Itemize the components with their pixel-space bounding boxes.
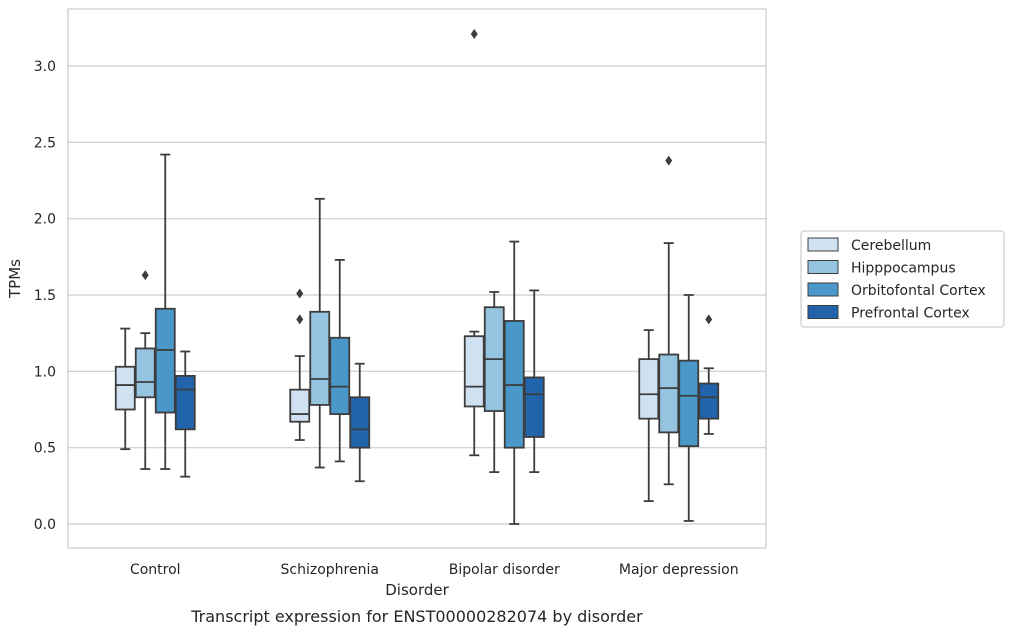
box	[678, 294, 700, 522]
box	[309, 197, 331, 469]
box-body	[658, 353, 680, 434]
box-body	[174, 375, 196, 431]
x-tick-label: Major depression	[619, 562, 739, 578]
box	[329, 258, 351, 463]
y-tick-label: 3.0	[34, 59, 56, 75]
box	[349, 362, 371, 483]
box	[289, 288, 311, 441]
grid-lines	[68, 65, 766, 525]
box	[154, 153, 176, 470]
y-axis: 0.0 0.5 1.0 1.5 2.0 2.5 3.0	[34, 59, 56, 533]
boxes	[114, 28, 720, 525]
y-tick-label: 1.0	[34, 364, 56, 380]
legend-label: Hipppocampus	[851, 261, 956, 277]
box	[638, 329, 660, 503]
box	[463, 28, 485, 457]
box	[523, 289, 545, 473]
box-body	[463, 335, 485, 408]
box-body	[698, 382, 720, 420]
x-tick-label: Bipolar disorder	[449, 562, 560, 578]
box-body	[289, 388, 311, 423]
box	[134, 270, 156, 470]
x-tick-label: Control	[130, 562, 181, 578]
box	[698, 314, 720, 435]
y-tick-label: 0.5	[34, 441, 56, 457]
outlier-point	[665, 155, 673, 166]
outlier-point	[296, 288, 304, 299]
box-body	[678, 359, 700, 448]
box	[114, 327, 136, 451]
box-body	[638, 358, 660, 420]
x-tick-label: Schizophrenia	[281, 562, 379, 578]
outlier-point	[141, 270, 149, 281]
box-body	[134, 347, 156, 399]
y-tick-label: 2.5	[34, 135, 56, 151]
legend-swatch	[807, 282, 839, 297]
legend: Cerebellum Hipppocampus Orbitofontal Corte…	[800, 230, 1005, 328]
box-body	[154, 307, 176, 414]
box-body	[349, 396, 371, 449]
box-body	[114, 365, 136, 411]
legend-frame	[800, 230, 1005, 328]
box	[483, 291, 505, 473]
y-axis-label: TPMs	[6, 259, 24, 299]
box-body	[309, 310, 331, 406]
plot-area	[67, 8, 767, 549]
outlier-point	[296, 314, 304, 325]
box	[658, 155, 680, 486]
outlier-point	[470, 28, 478, 39]
box-body	[523, 376, 545, 438]
legend-label: Orbitofontal Cortex	[851, 283, 986, 299]
legend-swatch	[807, 305, 839, 319]
box	[503, 240, 525, 525]
legend-swatch	[807, 260, 839, 274]
box	[174, 350, 196, 478]
outlier-point	[705, 314, 713, 325]
y-tick-label: 2.0	[34, 212, 56, 228]
y-tick-label: 0.0	[34, 517, 56, 533]
chart-caption: Transcript expression for ENST0000028207…	[190, 607, 643, 626]
y-tick-label: 1.5	[34, 288, 56, 304]
legend-label: Prefrontal Cortex	[851, 306, 970, 322]
box-body	[329, 336, 351, 415]
x-axis-label: Disorder	[385, 581, 449, 599]
legend-swatch	[807, 237, 839, 252]
x-axis: Control Schizophrenia Bipolar disorder Majo…	[130, 562, 739, 578]
legend-label: Cerebellum	[851, 238, 931, 254]
